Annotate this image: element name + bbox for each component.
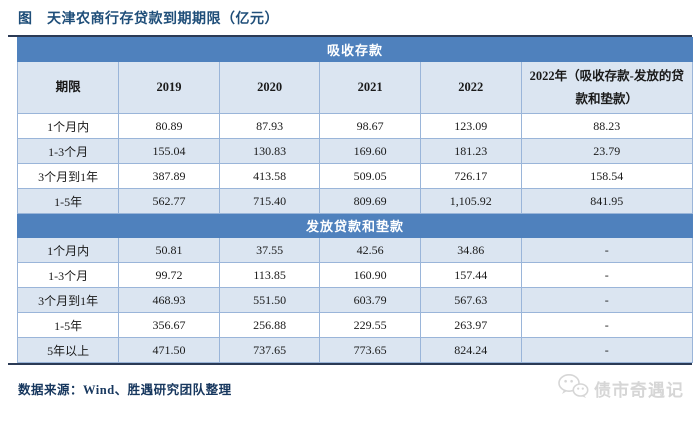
data-source-note: 数据来源：Wind、胜遇研究团队整理 [18, 383, 232, 397]
cell-value: 603.79 [319, 287, 421, 313]
figure-title: 图 天津农商行存贷款到期期限（亿元） [18, 10, 279, 26]
col-header-2022: 2022 [419, 61, 522, 114]
cell-value: 157.44 [419, 262, 522, 288]
cell-term: 1个月内 [16, 113, 120, 139]
cell-value: - [520, 312, 693, 338]
col-header-2019: 2019 [118, 61, 220, 114]
cell-value: 413.58 [218, 163, 321, 189]
cell-value: 715.40 [218, 188, 321, 214]
cell-value: 158.54 [520, 163, 693, 189]
cell-value: 726.17 [419, 163, 522, 189]
cell-value: 42.56 [319, 237, 421, 263]
cell-value: 229.55 [319, 312, 421, 338]
cell-value: 551.50 [218, 287, 321, 313]
section-header-loans-label: 发放贷款和垫款 [17, 213, 693, 238]
section-header-deposits: 吸收存款 [17, 37, 693, 62]
cell-term: 1-5年 [16, 188, 120, 214]
figure-page: 图 天津农商行存贷款到期期限（亿元） 吸收存款 期限 2019 2020 202… [0, 8, 700, 426]
cell-term: 3个月到1年 [16, 163, 120, 189]
cell-value: 23.79 [520, 138, 693, 164]
cell-value: 34.86 [419, 237, 522, 263]
table-row: 3个月到1年 468.93 551.50 603.79 567.63 - [16, 287, 693, 313]
cell-value: 37.55 [218, 237, 321, 263]
table-row: 1个月内 50.81 37.55 42.56 34.86 - [16, 237, 693, 263]
cell-value: 468.93 [118, 287, 220, 313]
cell-value: 841.95 [520, 188, 693, 214]
cell-value: 737.65 [218, 337, 321, 363]
cell-value: - [520, 287, 693, 313]
wechat-icon [557, 373, 589, 404]
cell-term: 3个月到1年 [16, 287, 120, 313]
table-row: 3个月到1年 387.89 413.58 509.05 726.17 158.5… [16, 163, 693, 189]
bottom-rule [8, 363, 692, 365]
section-header-loans: 发放贷款和垫款 [17, 213, 693, 238]
cell-value: 87.93 [218, 113, 321, 139]
cell-value: 263.97 [419, 312, 522, 338]
col-header-2020: 2020 [218, 61, 321, 114]
cell-term: 1-3个月 [16, 138, 120, 164]
cell-value: 130.83 [218, 138, 321, 164]
watermark-label: 债市奇遇记 [594, 381, 684, 400]
cell-term: 1-3个月 [16, 262, 120, 288]
table-row: 1-5年 356.67 256.88 229.55 263.97 - [16, 312, 693, 338]
cell-value: 562.77 [118, 188, 220, 214]
cell-value: 50.81 [118, 237, 220, 263]
cell-value: 256.88 [218, 312, 321, 338]
footer: 数据来源：Wind、胜遇研究团队整理 债市奇遇记 [18, 373, 684, 404]
watermark: 债市奇遇记 [557, 373, 684, 404]
cell-value: - [520, 237, 693, 263]
cell-value: 123.09 [419, 113, 522, 139]
table-row: 1-3个月 99.72 113.85 160.90 157.44 - [16, 262, 693, 288]
cell-term: 1-5年 [16, 312, 120, 338]
cell-value: 387.89 [118, 163, 220, 189]
cell-term: 1个月内 [16, 237, 120, 263]
cell-value: 824.24 [419, 337, 522, 363]
col-header-2022-diff: 2022年（吸收存款-发放的贷款和垫款） [520, 61, 693, 114]
top-rule [8, 35, 692, 37]
table-row: 5年以上 471.50 737.65 773.65 824.24 - [16, 337, 693, 363]
col-header-term: 期限 [16, 61, 120, 114]
cell-value: 155.04 [118, 138, 220, 164]
cell-value: 113.85 [218, 262, 321, 288]
cell-value: 98.67 [319, 113, 421, 139]
table-row: 1个月内 80.89 87.93 98.67 123.09 88.23 [16, 113, 693, 139]
cell-value: - [520, 337, 693, 363]
maturity-table: 吸收存款 期限 2019 2020 2021 2022 2022年（吸收存款-发… [16, 37, 693, 363]
cell-value: 80.89 [118, 113, 220, 139]
cell-value: 88.23 [520, 113, 693, 139]
cell-term: 5年以上 [16, 337, 120, 363]
maturity-table-wrapper: 吸收存款 期限 2019 2020 2021 2022 2022年（吸收存款-发… [16, 37, 693, 363]
cell-value: 567.63 [419, 287, 522, 313]
cell-value: 169.60 [319, 138, 421, 164]
section-header-deposits-label: 吸收存款 [17, 37, 693, 62]
cell-value: 160.90 [319, 262, 421, 288]
cell-value: 1,105.92 [419, 188, 522, 214]
cell-value: 773.65 [319, 337, 421, 363]
cell-value: 99.72 [118, 262, 220, 288]
cell-value: 181.23 [419, 138, 522, 164]
cell-value: 356.67 [118, 312, 220, 338]
column-header-row: 期限 2019 2020 2021 2022 2022年（吸收存款-发放的贷款和… [16, 61, 693, 114]
table-row: 1-3个月 155.04 130.83 169.60 181.23 23.79 [16, 138, 693, 164]
table-row: 1-5年 562.77 715.40 809.69 1,105.92 841.9… [16, 188, 693, 214]
col-header-2021: 2021 [319, 61, 421, 114]
cell-value: 509.05 [319, 163, 421, 189]
cell-value: 471.50 [118, 337, 220, 363]
cell-value: 809.69 [319, 188, 421, 214]
cell-value: - [520, 262, 693, 288]
